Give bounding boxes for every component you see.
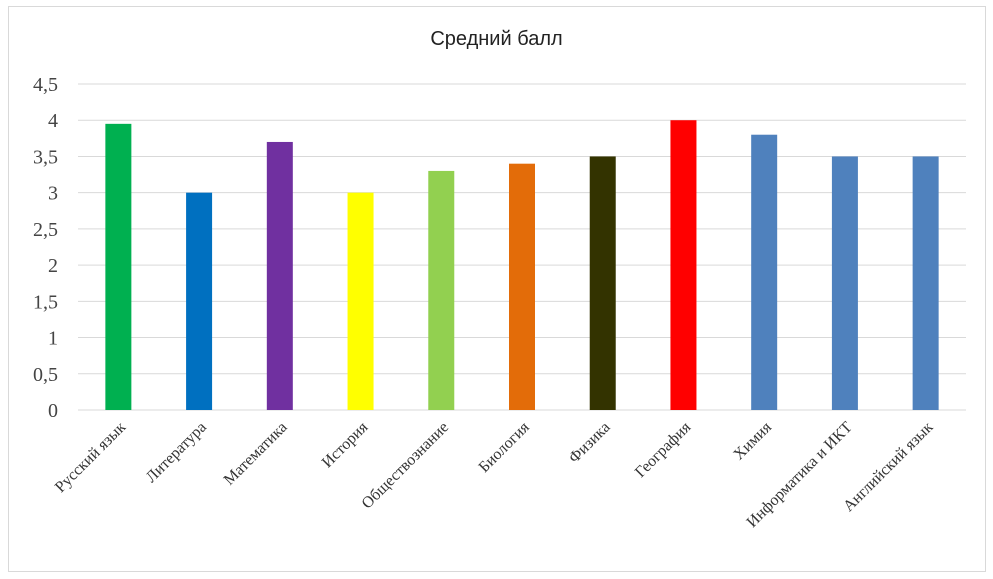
y-tick-label: 0,5: [33, 364, 58, 386]
y-tick-label: 3: [48, 183, 58, 205]
x-tick-label: Литература: [143, 419, 210, 486]
bar: [186, 192, 213, 410]
y-tick-label: 0: [48, 400, 58, 422]
bar: [105, 123, 132, 410]
x-tick-label: Математика: [221, 419, 291, 489]
bar: [428, 170, 455, 410]
bar: [509, 163, 535, 410]
bar: [266, 141, 293, 410]
bar: [670, 120, 697, 410]
y-tick-label: 1: [48, 328, 58, 350]
y-tick-label: 2,5: [33, 219, 58, 241]
bar: [912, 156, 939, 410]
y-tick-label: 1,5: [33, 291, 58, 313]
chart-title: Средний балл: [430, 28, 563, 50]
bar: [347, 192, 374, 410]
y-tick-label: 4: [48, 110, 58, 132]
x-tick-label: Обществознание: [359, 419, 453, 513]
x-tick-label: Английский язык: [840, 419, 936, 515]
x-tick-label: Русский язык: [52, 419, 129, 496]
chart-frame: [8, 6, 986, 572]
y-tick-label: 3,5: [33, 146, 58, 168]
bar: [589, 156, 616, 410]
y-tick-label: 4,5: [33, 74, 58, 96]
bar: [751, 134, 778, 410]
x-tick-label: Химия: [730, 418, 775, 463]
x-tick-label: Физика: [566, 419, 614, 467]
y-tick-label: 2: [48, 255, 58, 277]
bar: [831, 156, 858, 410]
x-tick-label: Биология: [476, 418, 534, 476]
x-tick-label: История: [319, 418, 372, 471]
x-tick-label: География: [632, 418, 695, 481]
